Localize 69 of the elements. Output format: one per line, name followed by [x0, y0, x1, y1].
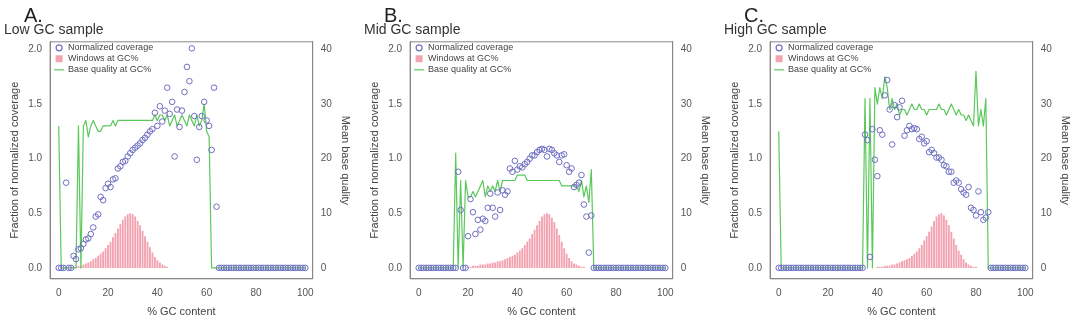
- y2-axis-title: Mean base quality: [1060, 115, 1073, 206]
- x-tick-label: 100: [656, 286, 675, 298]
- y2-tick-label: 40: [1040, 43, 1053, 55]
- y-tick-label: 2.0: [748, 43, 763, 55]
- x-tick-label: 80: [250, 286, 262, 298]
- x-tick-label: 100: [1016, 286, 1035, 298]
- y2-tick-label: 20: [320, 152, 333, 164]
- y2-tick-label: 30: [320, 97, 333, 109]
- legend-label: Windows at GC%: [428, 53, 499, 64]
- chart-title: Low GC sample: [4, 21, 104, 38]
- y2-tick-label: 20: [680, 152, 693, 164]
- y-axis-title: Fraction of normalized coverage: [727, 81, 740, 239]
- x-tick-label: 80: [970, 286, 982, 298]
- y2-axis-title: Mean base quality: [700, 115, 713, 206]
- y-tick-label: 2.0: [28, 43, 43, 55]
- x-axis-title: % GC content: [867, 305, 936, 318]
- legend-label: Base quality at GC%: [428, 64, 512, 75]
- x-tick-label: 20: [822, 286, 835, 298]
- chart-title: Mid GC sample: [364, 21, 461, 38]
- x-tick-label: 20: [102, 286, 115, 298]
- legend-label: Normalized coverage: [68, 42, 154, 53]
- y2-tick-label: 10: [1040, 207, 1053, 219]
- x-tick-label: 100: [296, 286, 315, 298]
- y-axis-title: Fraction of normalized coverage: [367, 81, 380, 239]
- y-tick-label: 0.5: [748, 207, 763, 219]
- legend-label: Windows at GC%: [68, 53, 139, 64]
- y-tick-label: 0.5: [28, 207, 43, 219]
- y2-tick-label: 40: [320, 43, 333, 55]
- legend-label: Base quality at GC%: [788, 64, 872, 75]
- y-tick-label: 2.0: [388, 43, 403, 55]
- y-tick-label: 1.5: [748, 97, 763, 109]
- legend-label: Normalized coverage: [788, 42, 874, 53]
- y2-tick-label: 30: [1040, 97, 1053, 109]
- y-tick-label: 0.5: [388, 207, 403, 219]
- x-tick-label: 60: [561, 286, 573, 298]
- x-tick-label: 0: [415, 286, 422, 298]
- x-tick-label: 0: [55, 286, 62, 298]
- y-tick-label: 1.0: [388, 152, 403, 164]
- y-tick-label: 1.5: [28, 97, 43, 109]
- x-tick-label: 40: [871, 286, 884, 298]
- y-tick-label: 1.0: [748, 152, 763, 164]
- y2-tick-label: 0: [680, 261, 687, 273]
- y-tick-label: 0.0: [28, 261, 43, 273]
- chart-title: High GC sample: [724, 21, 827, 38]
- y-tick-label: 1.5: [388, 97, 403, 109]
- y2-tick-label: 30: [680, 97, 693, 109]
- y2-tick-label: 40: [680, 43, 693, 55]
- y2-tick-label: 10: [680, 207, 693, 219]
- y2-axis-title: Mean base quality: [340, 115, 353, 206]
- y2-tick-label: 0: [1040, 261, 1047, 273]
- x-tick-label: 80: [610, 286, 622, 298]
- legend-label: Normalized coverage: [428, 42, 514, 53]
- y-tick-label: 0.0: [388, 261, 403, 273]
- x-tick-label: 60: [201, 286, 213, 298]
- y2-tick-label: 0: [320, 261, 327, 273]
- y-axis-title: Fraction of normalized coverage: [7, 81, 20, 239]
- x-tick-label: 20: [462, 286, 475, 298]
- y2-tick-label: 10: [320, 207, 333, 219]
- legend-label: Base quality at GC%: [68, 64, 152, 75]
- y-tick-label: 1.0: [28, 152, 43, 164]
- x-axis-title: % GC content: [147, 305, 216, 318]
- y2-tick-label: 20: [1040, 152, 1053, 164]
- x-tick-label: 0: [775, 286, 782, 298]
- legend-label: Windows at GC%: [788, 53, 859, 64]
- x-tick-label: 40: [511, 286, 524, 298]
- y-tick-label: 0.0: [748, 261, 763, 273]
- x-axis-title: % GC content: [507, 305, 576, 318]
- x-tick-label: 40: [151, 286, 164, 298]
- x-tick-label: 60: [921, 286, 933, 298]
